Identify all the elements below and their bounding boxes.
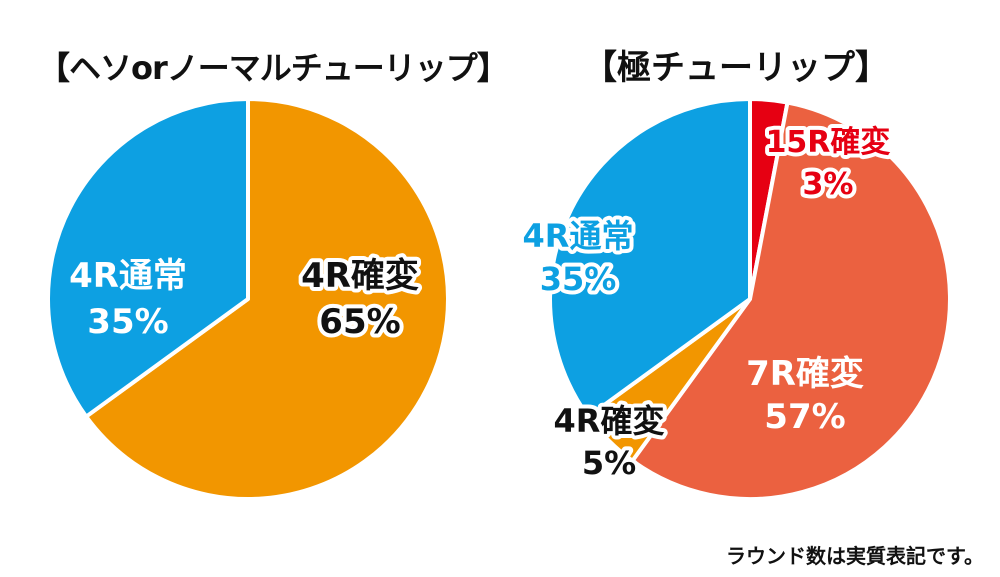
slice-label-kiwami-1: 7R確変	[746, 354, 864, 394]
slice-label-kiwami-0: 15R確変	[766, 125, 891, 160]
slice-pct-heso-0: 65%	[319, 302, 400, 342]
slice-pct-heso-1: 35%	[87, 302, 168, 342]
slice-pct-kiwami-0: 3%	[803, 167, 854, 202]
chart-title-kiwami-tulip: 【極チューリップ】	[583, 48, 889, 88]
pie-slice-heso-0	[84, 97, 450, 501]
slice-label-heso-0: 4R確変	[301, 256, 419, 296]
pie-slice-kiwami-1	[630, 100, 952, 501]
slice-label-kiwami-3: 4R通常	[523, 217, 634, 255]
slice-pct-kiwami-2: 5%	[582, 444, 636, 482]
chart-title-heso-normal-tulip: 【ヘソorノーマルチューリップ】	[38, 49, 509, 87]
footnote-round-count: ラウンド数は実質表記です。	[726, 544, 984, 568]
slice-pct-kiwami-1: 57%	[764, 397, 845, 437]
slice-pct-kiwami-3: 35%	[540, 260, 617, 298]
slice-label-kiwami-2: 4R確変	[554, 402, 665, 440]
pie-slice-heso-1	[46, 97, 250, 419]
pie-slice-kiwami-3	[548, 97, 752, 419]
slice-label-heso-1: 4R通常	[69, 256, 187, 296]
pie-chart-heso-normal-tulip: 4R確変 65% 4R通常 35%	[46, 97, 450, 501]
